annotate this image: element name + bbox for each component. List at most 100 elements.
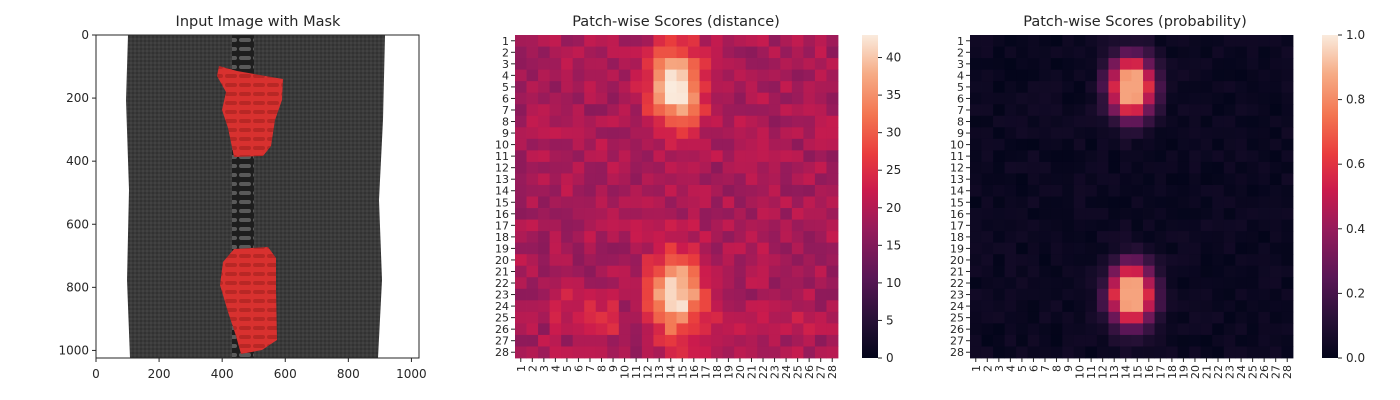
heatmap-cell xyxy=(1258,323,1271,336)
heatmap-cell xyxy=(1027,150,1040,163)
heatmap-cell xyxy=(1039,104,1052,117)
heatmap-cell xyxy=(526,334,539,347)
colorbar-tick-label: 40 xyxy=(886,51,901,65)
heatmap-cell xyxy=(1004,46,1017,59)
heatmap-cell xyxy=(711,346,724,359)
heatmap-cell xyxy=(549,92,562,105)
heatmap-cell xyxy=(1235,161,1248,174)
heatmap-cell xyxy=(630,138,643,151)
heatmap-cell xyxy=(1016,35,1029,47)
heatmap-cell xyxy=(1269,127,1282,140)
heatmap-cell xyxy=(1189,46,1202,59)
heatmap-cell xyxy=(970,242,982,255)
heatmap-cell xyxy=(814,346,827,359)
heatmap-cell xyxy=(803,35,816,47)
heatmap-cell xyxy=(1096,58,1109,71)
heatmap-y-tick-label: 23 xyxy=(950,289,964,302)
heatmap-y-tick-label: 1 xyxy=(502,35,509,48)
heatmap-cell xyxy=(1050,323,1063,336)
heatmap-cell xyxy=(630,288,643,301)
heatmap-cell xyxy=(1223,323,1236,336)
heatmap-cell xyxy=(768,161,781,174)
heatmap-cell xyxy=(981,231,994,244)
heatmap-cell xyxy=(1108,69,1121,82)
heatmap-y-tick-label: 11 xyxy=(495,150,509,163)
heatmap-cell xyxy=(1269,288,1282,301)
heatmap-cell xyxy=(791,196,804,209)
heatmap-cell xyxy=(734,138,747,151)
heatmap-cell xyxy=(1177,265,1190,278)
heatmap-cell xyxy=(699,346,712,359)
heatmap-cell xyxy=(515,219,527,232)
heatmap-cell xyxy=(1062,311,1075,324)
heatmap-cell xyxy=(538,265,551,278)
heatmap-cell xyxy=(618,219,631,232)
heatmap-cell xyxy=(745,323,758,336)
heatmap-cell xyxy=(653,138,666,151)
heatmap-cell xyxy=(549,277,562,290)
heatmap-cell xyxy=(1223,184,1236,197)
heatmap-cell xyxy=(1004,277,1017,290)
heatmap-cell xyxy=(1246,219,1259,232)
heatmap-cell xyxy=(1235,219,1248,232)
heatmap-cell xyxy=(526,150,539,163)
heatmap-cell xyxy=(1119,69,1132,82)
heatmap-cell xyxy=(757,138,770,151)
heatmap-cell xyxy=(595,265,608,278)
heatmap-cell xyxy=(780,46,793,59)
heatmap-cell xyxy=(1154,127,1167,140)
heatmap-cell xyxy=(618,150,631,163)
heatmap-cell xyxy=(981,300,994,313)
heatmap-cell xyxy=(993,35,1006,47)
heatmap-cell xyxy=(699,277,712,290)
heatmap-cell xyxy=(768,323,781,336)
heatmap-cell xyxy=(688,300,700,313)
heatmap-cell xyxy=(515,58,527,71)
heatmap-cell xyxy=(572,311,585,324)
heatmap-cell xyxy=(1085,288,1098,301)
heatmap-cell xyxy=(653,127,666,140)
heatmap-cell xyxy=(1200,334,1213,347)
heatmap-cell xyxy=(791,127,804,140)
heatmap-cell xyxy=(515,69,527,82)
heatmap-cell xyxy=(1073,92,1086,105)
heatmap-cell xyxy=(676,242,689,255)
panel1-y-tick-label: 400 xyxy=(66,154,89,168)
heatmap-cell xyxy=(1223,92,1236,105)
heatmap-cell xyxy=(745,346,758,359)
heatmap-cell xyxy=(664,242,677,255)
heatmap-cell xyxy=(1166,300,1179,313)
heatmap-cell xyxy=(630,150,643,163)
heatmap-cell xyxy=(1246,150,1259,163)
heatmap-cell xyxy=(1281,242,1294,255)
heatmap-cell xyxy=(1096,115,1109,128)
heatmap-cell xyxy=(584,311,597,324)
heatmap-cell xyxy=(1189,323,1202,336)
heatmap-cell xyxy=(1119,58,1132,71)
heatmap-x-tick-label: 28 xyxy=(826,365,839,379)
heatmap-cell xyxy=(1119,138,1132,151)
heatmap-cell xyxy=(676,265,689,278)
heatmap-cell xyxy=(572,265,585,278)
heatmap-cell xyxy=(1246,196,1259,209)
heatmap-cell xyxy=(711,288,724,301)
heatmap-cell xyxy=(1246,346,1259,359)
heatmap-cell xyxy=(722,300,735,313)
heatmap-cell xyxy=(1096,173,1109,186)
heatmap-cell xyxy=(1246,115,1259,128)
heatmap-cell xyxy=(1004,208,1017,220)
heatmap-cell xyxy=(1131,242,1144,255)
heatmap-cell xyxy=(780,254,793,267)
heatmap-cell xyxy=(584,173,597,186)
heatmap-cell xyxy=(664,346,677,359)
panel1-y-tick-label: 200 xyxy=(66,91,89,105)
heatmap-cell xyxy=(1258,184,1271,197)
heatmap-cell xyxy=(734,300,747,313)
heatmap-cell xyxy=(1004,138,1017,151)
heatmap-cell xyxy=(1281,265,1294,278)
heatmap-cell xyxy=(745,81,758,94)
heatmap-cell xyxy=(993,323,1006,336)
heatmap-x-tick-label: 15 xyxy=(1131,365,1144,379)
heatmap-cell xyxy=(584,231,597,244)
heatmap-cell xyxy=(1212,127,1225,140)
